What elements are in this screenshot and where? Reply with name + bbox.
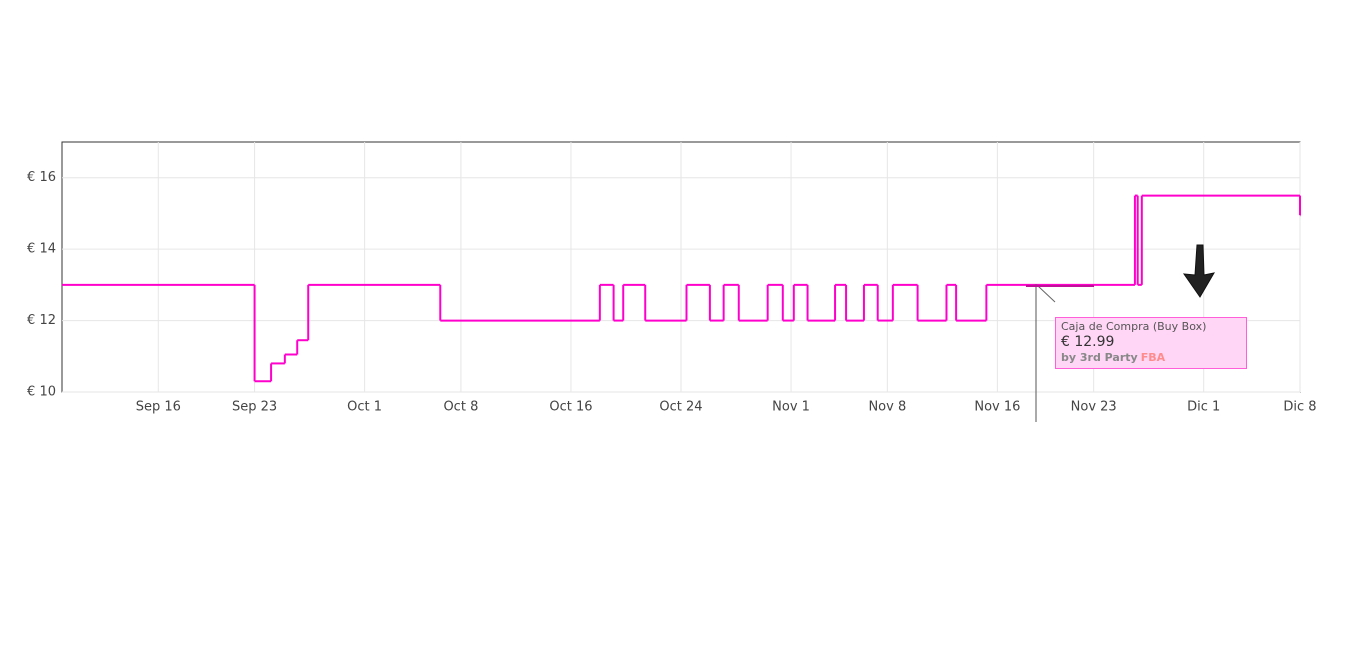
tooltip-price: € 12.99 (1061, 334, 1115, 350)
tooltip-pointer (1037, 285, 1056, 303)
y-tick-label: € 12 (27, 313, 56, 328)
tooltip-title: Caja de Compra (Buy Box) (1061, 320, 1207, 333)
x-tick-label: Sep 23 (232, 400, 277, 415)
x-tick-label: Oct 24 (659, 400, 702, 415)
x-tick-label: Oct 8 (443, 400, 478, 415)
tooltip-seller: by 3rd Party FBA (1061, 351, 1241, 365)
y-tick-label: € 16 (27, 170, 56, 185)
x-tick-label: Sep 16 (136, 400, 181, 415)
arrow-annotation (1182, 244, 1215, 298)
x-tick-label: Oct 16 (549, 400, 592, 415)
x-tick-label: Dic 8 (1283, 400, 1316, 415)
x-tick-label: Nov 8 (868, 400, 906, 415)
x-tick-label: Dic 1 (1187, 400, 1220, 415)
tooltip-fba: FBA (1140, 351, 1166, 364)
tooltip-by: by 3rd Party (1061, 351, 1138, 364)
y-tick-label: € 10 (27, 385, 56, 400)
y-tick-label: € 14 (27, 242, 56, 257)
tooltip: Caja de Compra (Buy Box) € 12.99 by 3rd … (1055, 317, 1247, 369)
x-tick-label: Nov 23 (1071, 400, 1117, 415)
x-tick-label: Nov 16 (974, 400, 1020, 415)
x-tick-label: Nov 1 (772, 400, 810, 415)
x-tick-label: Oct 1 (347, 400, 382, 415)
